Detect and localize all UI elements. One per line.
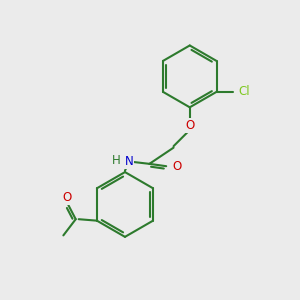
Text: O: O — [185, 119, 194, 132]
Text: Cl: Cl — [238, 85, 250, 98]
Text: O: O — [62, 191, 71, 205]
Text: N: N — [124, 155, 133, 168]
Text: H: H — [112, 154, 121, 167]
Text: O: O — [172, 160, 181, 173]
